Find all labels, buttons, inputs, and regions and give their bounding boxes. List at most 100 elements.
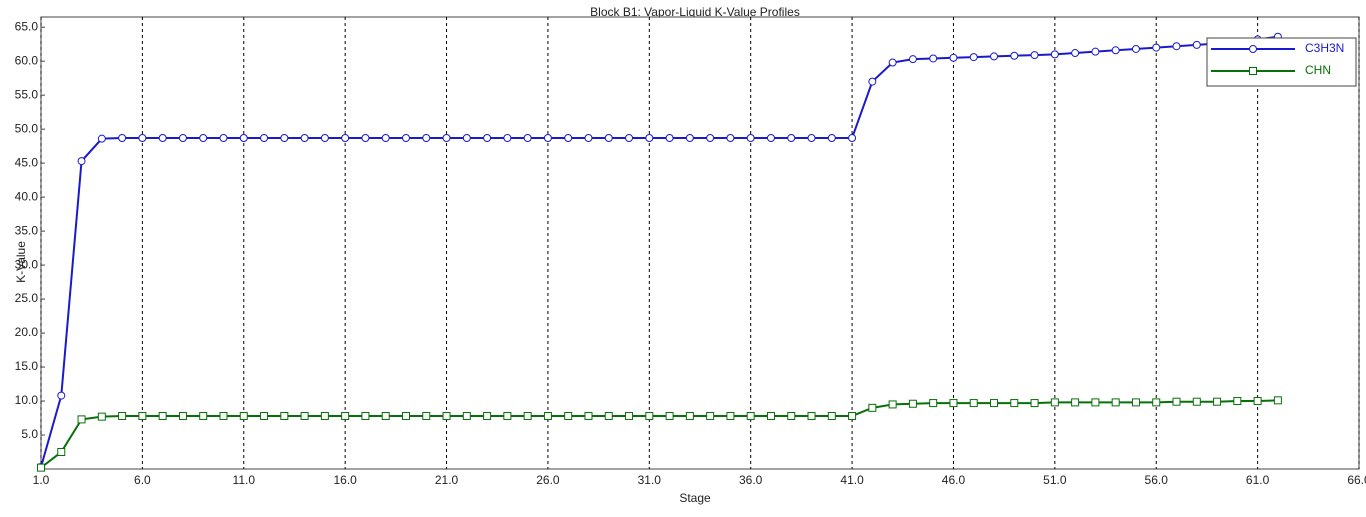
data-point	[442, 133, 451, 142]
x-tick-label: 66.0	[1347, 473, 1366, 487]
data-point	[178, 411, 187, 420]
data-point	[320, 133, 329, 142]
data-point	[503, 133, 512, 142]
data-point	[827, 411, 836, 420]
data-point	[37, 463, 45, 472]
x-tick-label: 51.0	[1043, 473, 1067, 487]
data-point	[929, 54, 938, 63]
data-point	[280, 133, 289, 142]
y-tick-label: 50.0	[15, 121, 39, 135]
data-point	[868, 77, 877, 86]
data-point	[1152, 398, 1161, 407]
legend-marker	[1249, 45, 1257, 53]
data-point	[1030, 399, 1039, 408]
y-tick-label: 45.0	[15, 155, 39, 169]
data-point	[807, 411, 816, 420]
data-point	[645, 411, 654, 420]
data-point	[422, 133, 431, 142]
data-point	[1111, 46, 1120, 55]
x-tick-label: 26.0	[536, 473, 560, 487]
y-tick-label: 5.0	[21, 427, 38, 441]
x-tick-label: 31.0	[638, 473, 662, 487]
data-point	[77, 157, 86, 166]
data-point	[1091, 398, 1100, 407]
data-point	[442, 411, 451, 420]
data-point	[625, 133, 634, 142]
data-point	[543, 411, 552, 420]
data-point	[706, 411, 715, 420]
data-point	[523, 133, 532, 142]
data-point	[401, 133, 410, 142]
data-point	[726, 411, 735, 420]
data-point	[138, 411, 147, 420]
y-tick-label: 55.0	[15, 87, 39, 101]
data-point	[746, 411, 755, 420]
data-point	[57, 391, 66, 400]
data-point	[199, 133, 208, 142]
data-point	[645, 133, 654, 142]
data-point	[1131, 44, 1140, 53]
x-tick-label: 11.0	[233, 473, 256, 487]
data-point	[239, 411, 248, 420]
legend-box	[1206, 37, 1357, 87]
data-point	[97, 134, 106, 143]
data-point	[219, 133, 228, 142]
data-point	[848, 133, 857, 142]
x-tick-label: 6.0	[134, 473, 151, 487]
y-tick-label: 20.0	[15, 325, 39, 339]
data-point	[341, 411, 350, 420]
data-point	[888, 58, 897, 67]
x-tick-label: 36.0	[739, 473, 763, 487]
data-point	[300, 411, 309, 420]
data-point	[1010, 399, 1019, 408]
data-point	[118, 133, 127, 142]
data-point	[77, 415, 86, 424]
data-point	[158, 133, 167, 142]
data-point	[1050, 50, 1059, 59]
data-point	[462, 133, 471, 142]
data-point	[787, 133, 796, 142]
data-point	[1030, 51, 1039, 60]
data-point	[665, 411, 674, 420]
data-point	[178, 133, 187, 142]
data-point	[604, 411, 613, 420]
data-point	[1111, 398, 1120, 407]
data-point	[1253, 397, 1262, 406]
data-point	[57, 448, 66, 457]
data-point	[584, 133, 593, 142]
y-tick-label: 35.0	[15, 223, 39, 237]
data-point	[625, 411, 634, 420]
data-point	[564, 133, 573, 142]
data-point	[1273, 396, 1282, 405]
x-axis-label: Stage	[679, 491, 711, 505]
data-point	[665, 133, 674, 142]
data-point	[483, 411, 492, 420]
data-point	[584, 411, 593, 420]
data-point	[787, 411, 796, 420]
data-point	[1152, 43, 1161, 52]
data-point	[401, 411, 410, 420]
data-point	[685, 411, 694, 420]
data-point	[969, 399, 978, 408]
data-point	[949, 53, 958, 62]
data-point	[1071, 398, 1080, 407]
data-point	[483, 133, 492, 142]
data-point	[118, 411, 127, 420]
data-point	[969, 53, 978, 62]
data-point	[199, 411, 208, 420]
x-tick-label: 16.0	[333, 473, 357, 487]
y-tick-label: 15.0	[15, 359, 39, 373]
plot-area	[40, 16, 1360, 470]
data-point	[990, 52, 999, 61]
x-tick-label: 46.0	[942, 473, 966, 487]
data-point	[462, 411, 471, 420]
data-point	[320, 411, 329, 420]
y-tick-label: 60.0	[15, 53, 39, 67]
data-point	[361, 411, 370, 420]
legend-label: C3H3N	[1305, 41, 1344, 55]
y-tick-label: 25.0	[15, 291, 39, 305]
x-tick-label: 1.0	[33, 473, 50, 487]
data-point	[97, 412, 106, 421]
data-point	[422, 411, 431, 420]
